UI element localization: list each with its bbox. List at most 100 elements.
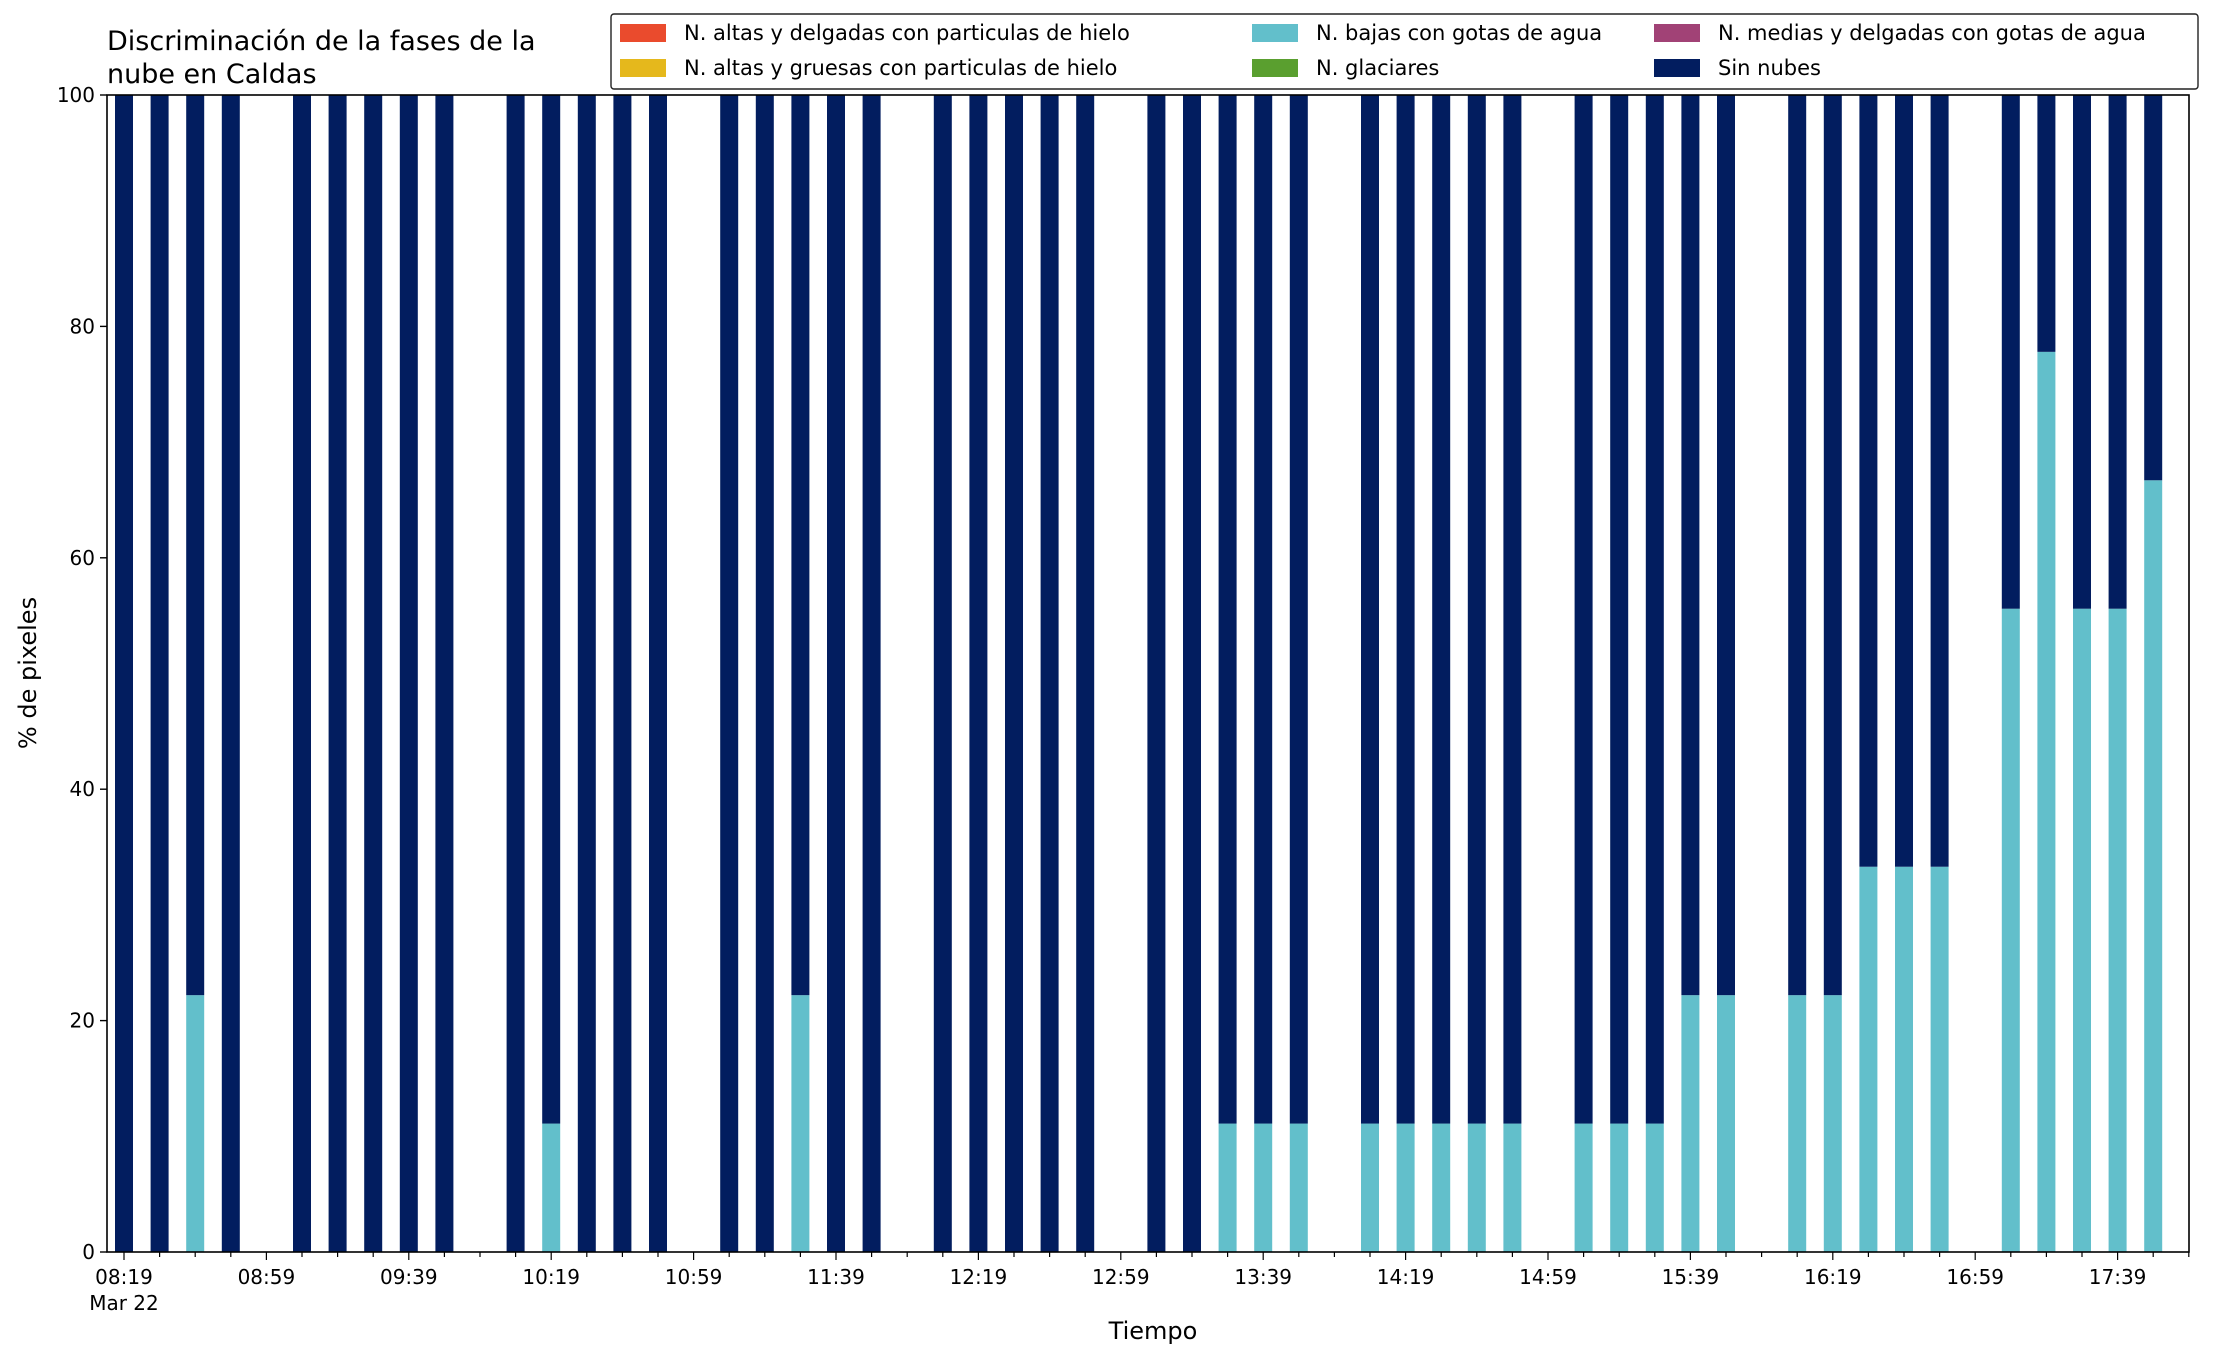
x-tick-label: 14:59: [1519, 1265, 1577, 1289]
bar-segment: [2001, 608, 2020, 1252]
bar-segment: [1895, 866, 1913, 1252]
bar-segment: [755, 95, 774, 1252]
chart-title-line2: nube en Caldas: [107, 59, 317, 90]
bar-segment: [293, 95, 311, 1252]
y-tick-label: 80: [70, 314, 95, 338]
bar-segment: [1610, 95, 1629, 1124]
x-tick-label: 12:59: [1092, 1265, 1150, 1289]
bar-segment: [186, 995, 205, 1252]
bar-segment: [1859, 95, 1878, 867]
bar-segment: [613, 95, 632, 1252]
bar-segment: [649, 95, 667, 1252]
x-tick-label: 08:19: [95, 1265, 153, 1289]
legend-label: N. medias y delgadas con gotas de agua: [1718, 21, 2146, 45]
bar-segment: [1574, 95, 1593, 1124]
bar-segment: [1289, 1123, 1308, 1252]
bar-segment: [186, 95, 205, 996]
bar-segment: [2073, 608, 2091, 1252]
bar-segment: [2001, 95, 2020, 609]
bar-segment: [1467, 1123, 1486, 1252]
bar-segment: [1147, 95, 1166, 1252]
bar-segment: [1681, 95, 1700, 996]
bar-segment: [1503, 1123, 1522, 1252]
bar-segment: [933, 95, 952, 1252]
legend-swatch: [1252, 59, 1298, 77]
bar-segment: [862, 95, 881, 1252]
bar-segment: [1005, 95, 1023, 1252]
y-axis-label: % de pixeles: [14, 597, 42, 749]
bar-segment: [1859, 866, 1878, 1252]
legend-label: N. altas y gruesas con particulas de hie…: [684, 56, 1117, 80]
bar-segment: [1218, 1123, 1237, 1252]
bars-layer: [115, 95, 2163, 1253]
x-axis-label: Tiempo: [1108, 1317, 1198, 1345]
legend-frame: [610, 13, 2199, 90]
x-tick-label: 11:39: [807, 1265, 865, 1289]
bar-segment: [115, 95, 133, 1252]
bar-segment: [1396, 95, 1415, 1124]
bar-segment: [2144, 95, 2163, 481]
legend-swatch: [620, 59, 666, 77]
bar-segment: [1823, 95, 1842, 996]
bar-segment: [506, 95, 525, 1252]
bar-segment: [1254, 1123, 1273, 1252]
bar-segment: [2037, 95, 2056, 352]
bar-segment: [1040, 95, 1059, 1252]
bar-segment: [1361, 95, 1379, 1124]
bar-segment: [1645, 1123, 1664, 1252]
bar-segment: [1895, 95, 1913, 867]
bar-segment: [1361, 1123, 1379, 1252]
bar-segment: [364, 95, 383, 1252]
legend-swatch: [620, 24, 666, 42]
x-tick-label: 08:59: [238, 1265, 296, 1289]
bar-segment: [2108, 95, 2127, 609]
legend-label: N. glaciares: [1316, 56, 1439, 80]
bar-segment: [2037, 351, 2056, 1253]
legend-label: N. bajas con gotas de agua: [1316, 21, 1602, 45]
bar-segment: [969, 95, 988, 1252]
x-tick-label: 17:39: [2089, 1265, 2147, 1289]
bar-segment: [1218, 95, 1237, 1124]
bar-segment: [827, 95, 845, 1252]
bar-segment: [542, 1123, 561, 1252]
legend-swatch: [1252, 24, 1298, 42]
bar-segment: [1823, 995, 1842, 1252]
x-tick-label: 14:19: [1377, 1265, 1435, 1289]
bar-segment: [1396, 1123, 1415, 1252]
bar-segment: [2108, 608, 2127, 1252]
plot-frame: [106, 94, 2190, 1253]
bar-segment: [1645, 95, 1664, 1124]
bar-segment: [1610, 1123, 1629, 1252]
bar-segment: [577, 95, 596, 1252]
bar-segment: [1076, 95, 1095, 1252]
bar-segment: [791, 95, 810, 996]
x-tick-label: 10:59: [665, 1265, 723, 1289]
x-axis-date-label: Mar 22: [89, 1291, 159, 1315]
bar-segment: [2144, 480, 2163, 1252]
bar-segment: [1254, 95, 1273, 1124]
bar-segment: [1681, 995, 1700, 1252]
bar-segment: [1432, 1123, 1451, 1252]
x-tick-label: 13:39: [1234, 1265, 1292, 1289]
bar-segment: [1930, 95, 1949, 867]
bar-segment: [150, 95, 169, 1252]
bar-segment: [1289, 95, 1308, 1124]
bar-segment: [399, 95, 418, 1252]
x-tick-label: 15:39: [1662, 1265, 1720, 1289]
bar-segment: [1503, 95, 1522, 1124]
y-tick-label: 20: [70, 1009, 95, 1033]
legend-label: N. altas y delgadas con particulas de hi…: [684, 21, 1130, 45]
legend-swatch: [1654, 24, 1700, 42]
x-tick-label: 10:19: [522, 1265, 580, 1289]
y-tick-label: 0: [82, 1240, 95, 1264]
y-tick-label: 40: [70, 777, 95, 801]
bar-segment: [1717, 95, 1735, 996]
bar-segment: [542, 95, 561, 1124]
bar-segment: [1432, 95, 1451, 1124]
bar-segment: [2073, 95, 2091, 609]
bar-segment: [1183, 95, 1201, 1252]
x-axis: 08:19 08:59 09:39 10:19 10:59 11:39 12:19 12:59…: [95, 1252, 2190, 1289]
bar-segment: [1717, 995, 1735, 1252]
